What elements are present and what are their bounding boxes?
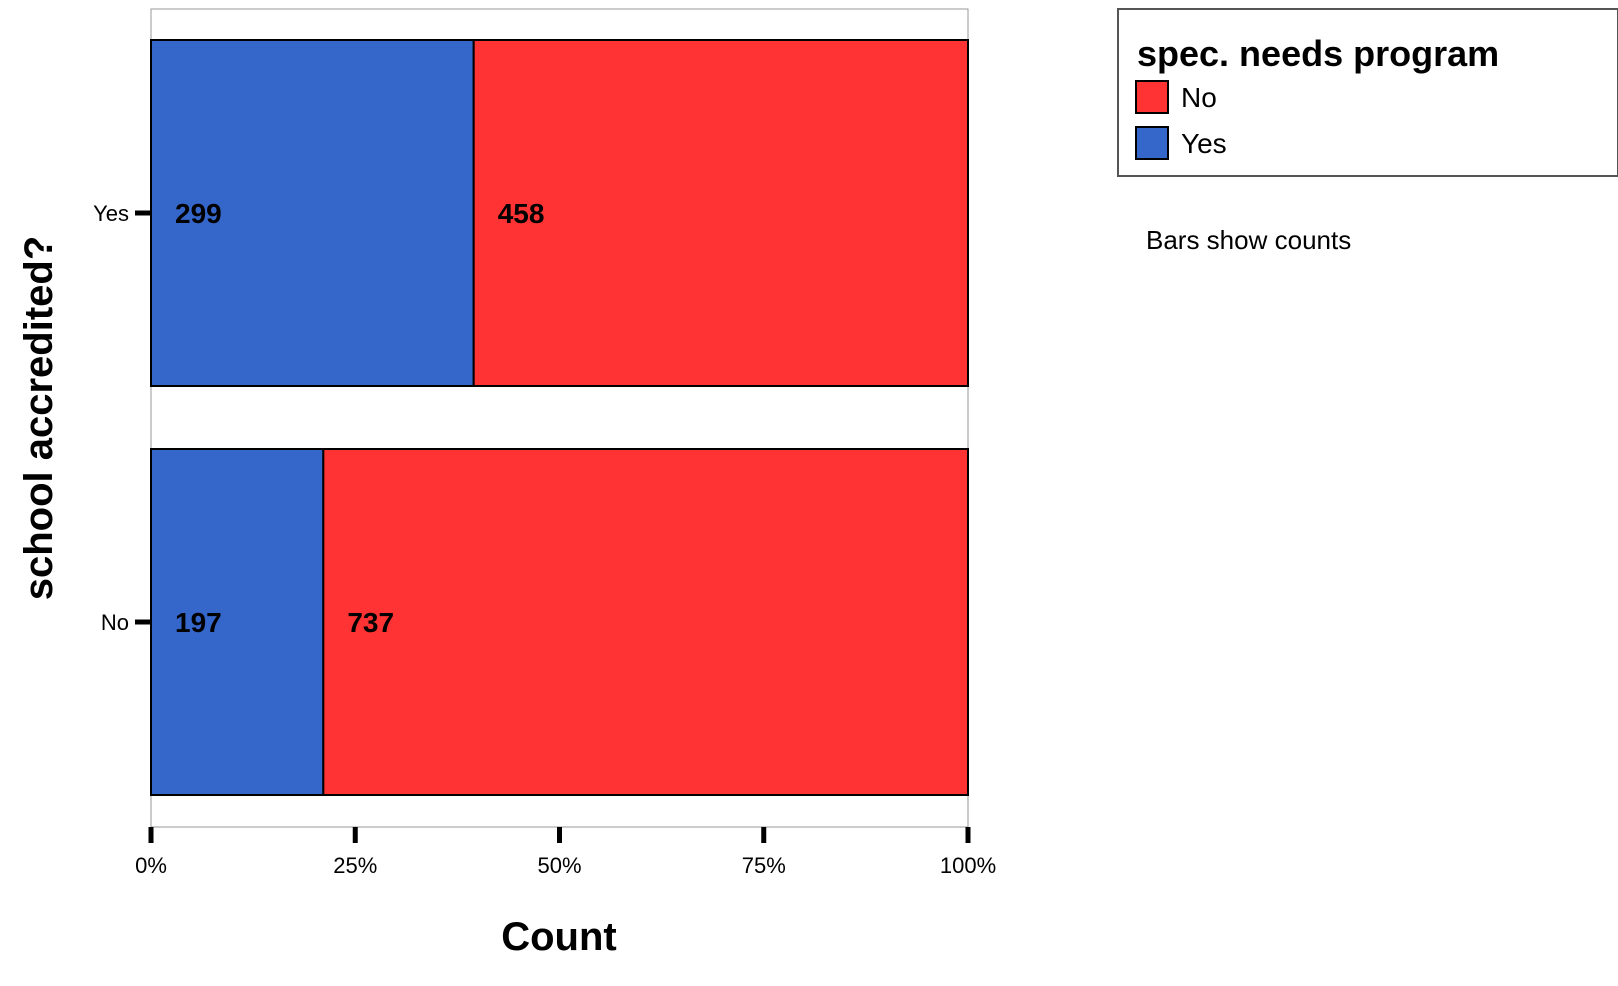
x-axis-title: Count — [501, 915, 617, 959]
y-tick-label-no: No — [101, 610, 129, 635]
y-axis-title: school accredited? — [17, 236, 61, 601]
legend-box — [1117, 8, 1618, 177]
x-tick-label-25: 25% — [333, 853, 377, 878]
chart-note: Bars show counts — [1146, 225, 1351, 255]
bar-no-no — [322, 448, 969, 796]
y-tick-label-yes: Yes — [93, 201, 129, 226]
data-label-yes-no: 458 — [498, 198, 545, 229]
bar-no-yes — [150, 448, 325, 796]
x-tick-label-50: 50% — [537, 853, 581, 878]
x-axis: 0% 25% 50% 75% 100% — [135, 827, 996, 878]
bar-yes-yes — [150, 39, 475, 387]
legend: spec. needs program No Yes — [1117, 8, 1618, 177]
legend-label-no: No — [1181, 82, 1217, 113]
legend-entries: No Yes — [1135, 80, 1227, 160]
legend-label-yes: Yes — [1181, 128, 1227, 159]
bar-yes-no — [472, 39, 969, 387]
data-label-yes-yes: 299 — [175, 198, 222, 229]
x-tick-label-75: 75% — [742, 853, 786, 878]
data-label-no-yes: 197 — [175, 607, 222, 638]
y-axis: Yes No — [93, 201, 151, 635]
legend-swatch-no — [1135, 80, 1169, 114]
bars-layer — [150, 39, 969, 796]
data-label-no-no: 737 — [347, 607, 394, 638]
legend-swatch-yes — [1135, 126, 1169, 160]
x-tick-label-100: 100% — [940, 853, 996, 878]
x-tick-label-0: 0% — [135, 853, 167, 878]
data-labels-layer: 299 458 197 737 — [175, 198, 544, 638]
legend-title: spec. needs program — [1137, 33, 1499, 74]
